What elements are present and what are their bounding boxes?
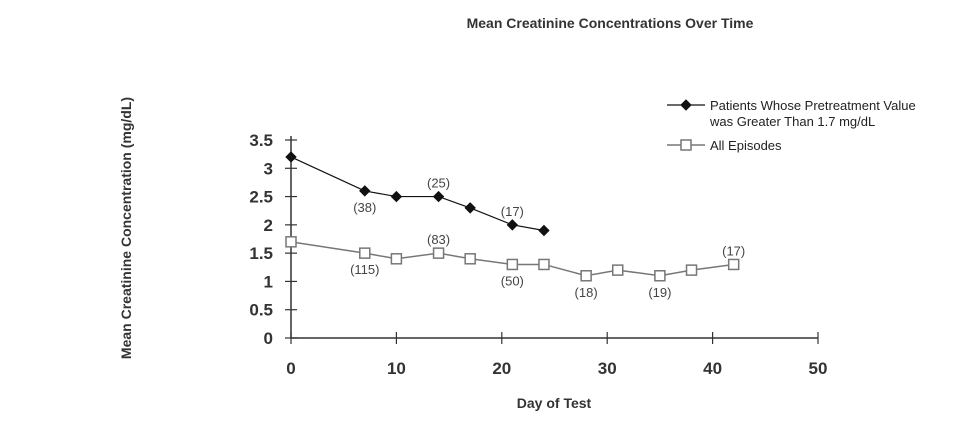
x-tick-label: 30 [598, 359, 617, 378]
data-point [727, 258, 740, 271]
data-point [506, 219, 519, 231]
data-point [611, 264, 624, 276]
data-label: (19) [648, 285, 671, 300]
legend-label: All Episodes [710, 138, 782, 153]
legend-diamond-marker [680, 99, 692, 111]
y-tick-label: 1 [264, 272, 273, 291]
data-point [538, 258, 550, 271]
data-point [359, 185, 371, 197]
data-label: (115) [350, 262, 379, 277]
data-label: (17) [501, 204, 524, 219]
series-layer: (38) (25) (17) (115) (83) (50) (18) (19) (17) [285, 151, 745, 300]
series-line [290, 156, 545, 232]
data-point [432, 190, 445, 203]
x-tick-label: 20 [492, 359, 511, 378]
data-label: (17) [722, 243, 745, 258]
x-tick-label: 0 [286, 359, 295, 378]
y-tick-label: 2 [264, 216, 273, 235]
data-label: (38) [353, 200, 376, 215]
legend-item: All Episodes [667, 138, 782, 153]
x-tick-label: 10 [387, 359, 406, 378]
data-point [285, 236, 297, 248]
data-point [359, 247, 371, 259]
legend-label: Patients Whose Pretreatment Value [710, 98, 916, 113]
y-tick-label: 0 [264, 329, 273, 348]
chart-title: Mean Creatinine Concentrations Over Time [467, 15, 754, 31]
y-tick-label: 3.5 [249, 131, 273, 150]
data-label: (25) [427, 176, 450, 191]
data-point [432, 247, 445, 259]
axes: 0 10 20 30 40 50 0 0.5 1 1.5 2 2.5 3 3.5 [249, 131, 827, 378]
data-label: (50) [501, 273, 524, 288]
data-point [654, 270, 666, 282]
data-point [285, 151, 297, 163]
y-tick-label: 2.5 [249, 188, 273, 207]
y-axis-label: Mean Creatinine Concentration (mg/dL) [118, 97, 134, 359]
legend-square-marker [680, 139, 692, 151]
y-tick-label: 0.5 [249, 301, 273, 320]
series-pretreatment-gt-1-7: (38) (25) (17) [285, 151, 550, 237]
data-label: (83) [427, 232, 450, 247]
data-point [390, 253, 403, 265]
series-all-episodes: (115) (83) (50) (18) (19) (17) [285, 232, 745, 300]
x-tick-label: 50 [809, 359, 828, 378]
data-point [538, 224, 550, 237]
data-point [506, 258, 519, 271]
data-point [390, 190, 403, 203]
legend-label: was Greater Than 1.7 mg/dL [709, 114, 875, 129]
x-axis-label: Day of Test [517, 395, 592, 411]
data-point [464, 202, 476, 214]
data-point [464, 253, 476, 265]
data-point [580, 270, 592, 282]
y-tick-label: 3 [264, 159, 273, 178]
y-tick-label: 1.5 [249, 244, 273, 263]
x-tick-label: 40 [703, 359, 722, 378]
data-label: (18) [575, 285, 598, 300]
data-point [685, 264, 698, 276]
